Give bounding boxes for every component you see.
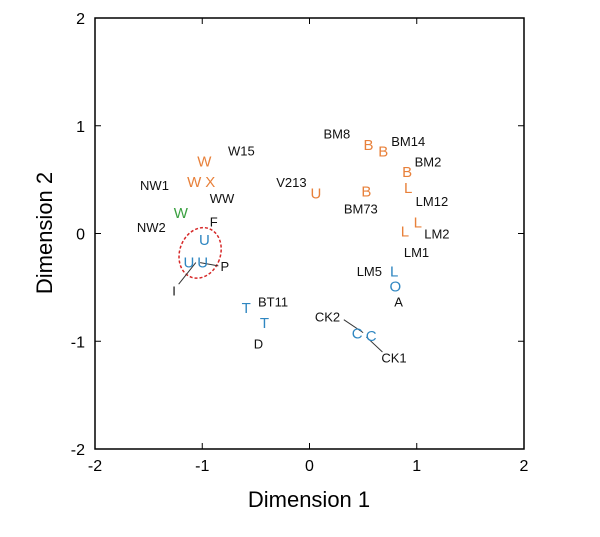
data-point: O [389, 279, 401, 296]
data-point: U [311, 186, 322, 203]
data-point: U [197, 255, 208, 272]
point-label: NW1 [140, 178, 169, 193]
data-point: B [363, 137, 373, 154]
point-label: BM73 [344, 202, 378, 217]
point-label: A [394, 295, 403, 310]
leader-line [366, 336, 383, 353]
point-label: CK1 [381, 350, 406, 365]
y-axis-label: Dimension 2 [32, 172, 57, 294]
point-label: BM2 [415, 154, 442, 169]
point-label: I [172, 284, 176, 299]
data-point: C [352, 326, 363, 343]
data-point: W [187, 174, 202, 191]
y-tick-label: 0 [76, 227, 85, 244]
x-axis-label: Dimension 1 [248, 487, 370, 512]
leader-line [200, 262, 219, 267]
point-label: D [254, 336, 263, 351]
point-label: V213 [276, 175, 306, 190]
x-tick-label: 0 [305, 458, 314, 475]
point-label: BM8 [323, 126, 350, 141]
data-point: U [184, 255, 195, 272]
point-label: CK2 [315, 309, 340, 324]
data-point: C [366, 328, 377, 345]
data-point: L [401, 223, 409, 240]
data-point: T [260, 315, 269, 332]
point-label: LM1 [404, 245, 429, 260]
x-tick-label: 1 [412, 458, 421, 475]
data-point: B [402, 164, 412, 181]
leader-line [343, 319, 364, 334]
data-point: L [404, 180, 412, 197]
point-label: LM12 [416, 194, 449, 209]
point-label: W15 [228, 144, 255, 159]
data-point: B [361, 183, 371, 200]
point-label: NW2 [137, 220, 166, 235]
data-point: L [390, 263, 398, 280]
point-label: WW [210, 191, 235, 206]
x-tick-label: -1 [195, 458, 209, 475]
data-point: W [174, 205, 189, 222]
cluster-ellipse [178, 226, 222, 279]
data-point: T [242, 300, 251, 317]
point-label: P [220, 259, 229, 274]
data-point: X [205, 174, 215, 191]
data-point: B [378, 144, 388, 161]
data-point: L [414, 215, 422, 232]
y-tick-label: -1 [71, 334, 85, 351]
data-point: W [197, 153, 212, 170]
leader-line [178, 262, 197, 285]
y-tick-label: 1 [76, 119, 85, 136]
x-tick-label: 2 [520, 458, 529, 475]
y-tick-label: 2 [76, 11, 85, 28]
point-label: F [210, 215, 218, 230]
data-point: U [199, 232, 210, 249]
x-tick-label: -2 [88, 458, 102, 475]
y-tick-label: -2 [71, 442, 85, 459]
point-label: LM2 [424, 227, 449, 242]
point-label: BM14 [391, 134, 425, 149]
point-label: LM5 [357, 264, 382, 279]
point-label: BT11 [258, 294, 288, 309]
